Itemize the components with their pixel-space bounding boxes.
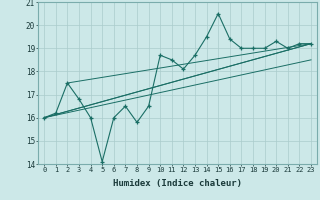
X-axis label: Humidex (Indice chaleur): Humidex (Indice chaleur) (113, 179, 242, 188)
